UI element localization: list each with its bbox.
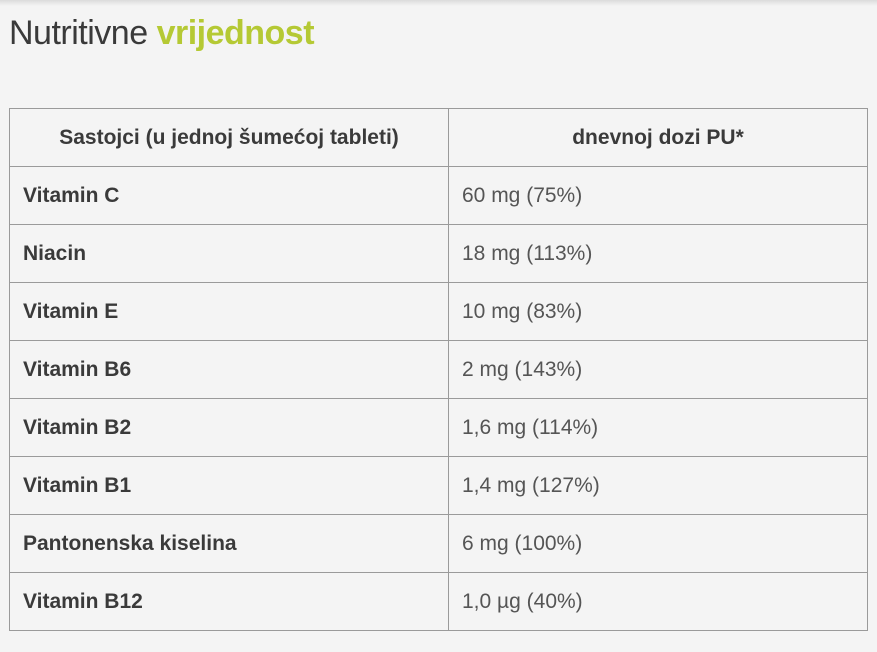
section-title: Nutritivne vrijednost bbox=[9, 13, 315, 53]
section-title-text: Nutritivne bbox=[9, 14, 148, 52]
table-row: Vitamin E 10 mg (83%) bbox=[9, 282, 868, 341]
table-row: Vitamin B6 2 mg (143%) bbox=[9, 340, 868, 399]
table-row: Vitamin B2 1,6 mg (114%) bbox=[9, 398, 868, 457]
table-row: Niacin 18 mg (113%) bbox=[9, 224, 868, 283]
ingredient-amount: 18 mg (113%) bbox=[448, 224, 868, 283]
top-shadow bbox=[0, 0, 877, 6]
table-row: Vitamin C 60 mg (75%) bbox=[9, 166, 868, 225]
ingredient-name: Vitamin B2 bbox=[9, 398, 449, 457]
table-row: Vitamin B1 1,4 mg (127%) bbox=[9, 456, 868, 515]
ingredient-name: Vitamin B1 bbox=[9, 456, 449, 515]
ingredient-name: Pantonenska kiselina bbox=[9, 514, 449, 573]
table-row: Vitamin B12 1,0 µg (40%) bbox=[9, 572, 868, 631]
ingredient-amount: 1,0 µg (40%) bbox=[448, 572, 868, 631]
ingredient-name: Vitamin C bbox=[9, 166, 449, 225]
table-header-row: Sastojci (u jednoj šumećoj tableti) dnev… bbox=[9, 108, 868, 167]
column-header-daily-dose: dnevnoj dozi PU* bbox=[448, 108, 868, 167]
table-row: Pantonenska kiselina 6 mg (100%) bbox=[9, 514, 868, 573]
section-title-accent: vrijednost bbox=[156, 14, 315, 52]
ingredient-name: Niacin bbox=[9, 224, 449, 283]
nutrition-table: Sastojci (u jednoj šumećoj tableti) dnev… bbox=[9, 108, 868, 631]
ingredient-name: Vitamin B12 bbox=[9, 572, 449, 631]
ingredient-name: Vitamin E bbox=[9, 282, 449, 341]
ingredient-amount: 1,4 mg (127%) bbox=[448, 456, 868, 515]
ingredient-amount: 10 mg (83%) bbox=[448, 282, 868, 341]
ingredient-amount: 1,6 mg (114%) bbox=[448, 398, 868, 457]
column-header-ingredients: Sastojci (u jednoj šumećoj tableti) bbox=[9, 108, 449, 167]
ingredient-name: Vitamin B6 bbox=[9, 340, 449, 399]
ingredient-amount: 60 mg (75%) bbox=[448, 166, 868, 225]
ingredient-amount: 6 mg (100%) bbox=[448, 514, 868, 573]
ingredient-amount: 2 mg (143%) bbox=[448, 340, 868, 399]
